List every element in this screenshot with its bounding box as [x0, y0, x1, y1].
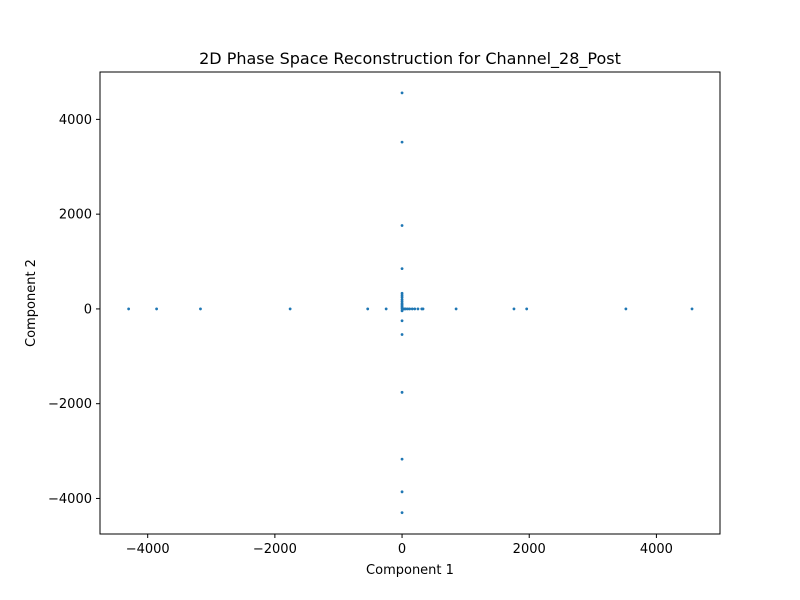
scatter-point	[525, 307, 529, 311]
scatter-point	[400, 511, 404, 515]
scatter-point	[408, 307, 412, 311]
plot-area-frame	[99, 71, 721, 535]
x-tick-label: 4000	[640, 542, 673, 557]
scatter-point	[400, 457, 404, 461]
scatter-point	[400, 333, 404, 336]
scatter-point	[454, 307, 458, 311]
scatter-point	[400, 91, 404, 95]
x-tick-label: −2000	[253, 542, 297, 557]
x-axis-label: Component 1	[366, 563, 454, 578]
y-tick-label: 2000	[59, 208, 92, 223]
scatter-point	[400, 267, 404, 271]
scatter-point	[624, 307, 628, 311]
scatter-point	[366, 307, 370, 311]
scatter-point	[400, 224, 404, 227]
points-layer	[127, 91, 694, 515]
scatter-point	[400, 490, 404, 494]
y-tick-label: 0	[84, 302, 92, 317]
scatter-point	[400, 295, 404, 299]
scatter-point	[288, 307, 292, 311]
x-tick-label: 0	[398, 542, 406, 557]
scatter-point	[155, 307, 158, 311]
scatter-point	[400, 309, 404, 313]
scatter-point	[400, 140, 404, 144]
scatter-point	[400, 306, 404, 309]
x-axis-ticks: −4000 −2000 0 2000 4000	[126, 534, 673, 557]
x-tick-label: 2000	[513, 542, 546, 557]
scatter-point	[127, 307, 131, 311]
scatter-point	[512, 307, 516, 311]
scatter-point	[421, 307, 425, 311]
chart-title: 2D Phase Space Reconstruction for Channe…	[199, 49, 621, 69]
scatter-point	[413, 307, 417, 311]
y-tick-label: −4000	[48, 492, 92, 507]
y-axis-ticks: −4000 −2000 0 2000 4000	[48, 113, 100, 507]
scatter-point	[416, 307, 420, 311]
scatter-point	[410, 307, 414, 311]
scatter-point	[690, 307, 694, 311]
scatter-point	[400, 319, 404, 323]
y-axis-label: Component 2	[24, 259, 39, 347]
x-tick-label: −4000	[126, 542, 170, 557]
scatter-point	[384, 307, 388, 311]
scatter-point	[400, 390, 404, 394]
y-tick-label: 4000	[59, 113, 92, 128]
scatter-point	[199, 307, 202, 311]
y-tick-label: −2000	[48, 397, 92, 412]
